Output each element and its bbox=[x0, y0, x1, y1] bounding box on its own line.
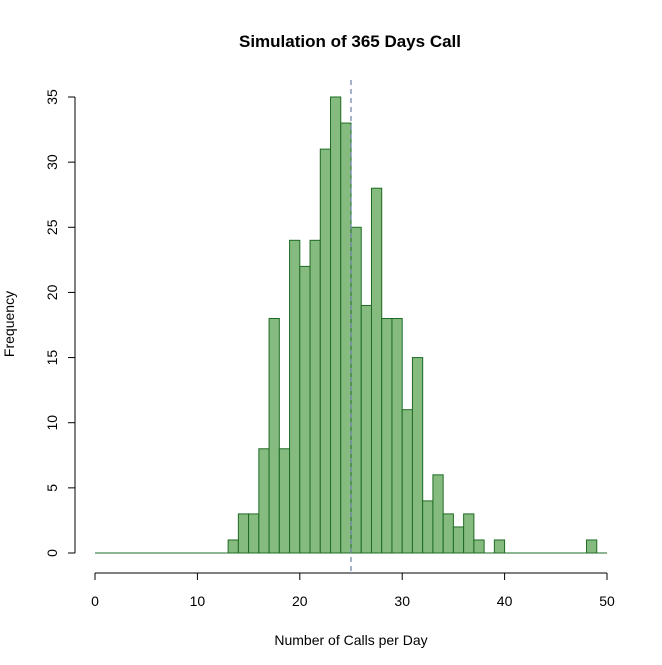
y-tick-label: 30 bbox=[44, 154, 60, 170]
histogram-bar bbox=[340, 122, 352, 554]
y-axis-label: Frequency bbox=[1, 291, 17, 357]
histogram-bar bbox=[248, 513, 260, 554]
histogram-bar bbox=[586, 539, 598, 554]
histogram-bar bbox=[299, 265, 311, 554]
x-tick-label: 20 bbox=[292, 593, 308, 609]
y-axis: 0 5 10 15 20 25 30 35 bbox=[44, 89, 76, 557]
histogram-bar bbox=[432, 474, 444, 554]
histogram-bar bbox=[319, 148, 332, 554]
histogram-bar bbox=[463, 513, 475, 554]
histogram-bar bbox=[473, 539, 485, 554]
histogram-bar bbox=[227, 539, 239, 554]
histogram-bar bbox=[493, 539, 506, 554]
histogram-bar bbox=[309, 239, 321, 554]
histogram-bar bbox=[330, 96, 342, 554]
y-tick-label: 10 bbox=[44, 415, 60, 431]
y-tick-label: 5 bbox=[44, 484, 60, 492]
histogram-bar bbox=[350, 226, 362, 554]
histogram-bar bbox=[258, 448, 270, 554]
y-tick-label: 0 bbox=[44, 549, 60, 557]
histogram-bar bbox=[289, 239, 301, 554]
x-tick-label: 0 bbox=[91, 593, 99, 609]
histogram-bar bbox=[237, 513, 250, 554]
y-tick-label: 35 bbox=[44, 89, 60, 105]
x-axis: 0 10 20 30 40 50 bbox=[91, 572, 615, 609]
histogram-bar bbox=[442, 513, 454, 554]
histogram-bar bbox=[401, 409, 413, 554]
histogram-bar bbox=[452, 526, 465, 554]
chart-title: Simulation of 365 Days Call bbox=[239, 32, 461, 51]
y-tick-label: 20 bbox=[44, 284, 60, 300]
histogram-bar bbox=[268, 317, 280, 554]
x-tick-label: 10 bbox=[190, 593, 206, 609]
histogram-bar bbox=[360, 304, 372, 554]
x-axis-label: Number of Calls per Day bbox=[274, 632, 427, 648]
x-tick-label: 50 bbox=[599, 593, 615, 609]
histogram-bar bbox=[411, 357, 424, 554]
y-tick-label: 15 bbox=[44, 350, 60, 366]
histogram-bar bbox=[278, 448, 291, 554]
histogram-bar bbox=[391, 317, 403, 554]
histogram-bars bbox=[95, 96, 607, 554]
x-tick-label: 30 bbox=[394, 593, 410, 609]
y-tick-label: 25 bbox=[44, 219, 60, 235]
histogram-bar bbox=[381, 317, 393, 554]
histogram-bar bbox=[370, 187, 383, 554]
x-tick-label: 40 bbox=[497, 593, 513, 609]
histogram-bar bbox=[422, 500, 434, 554]
